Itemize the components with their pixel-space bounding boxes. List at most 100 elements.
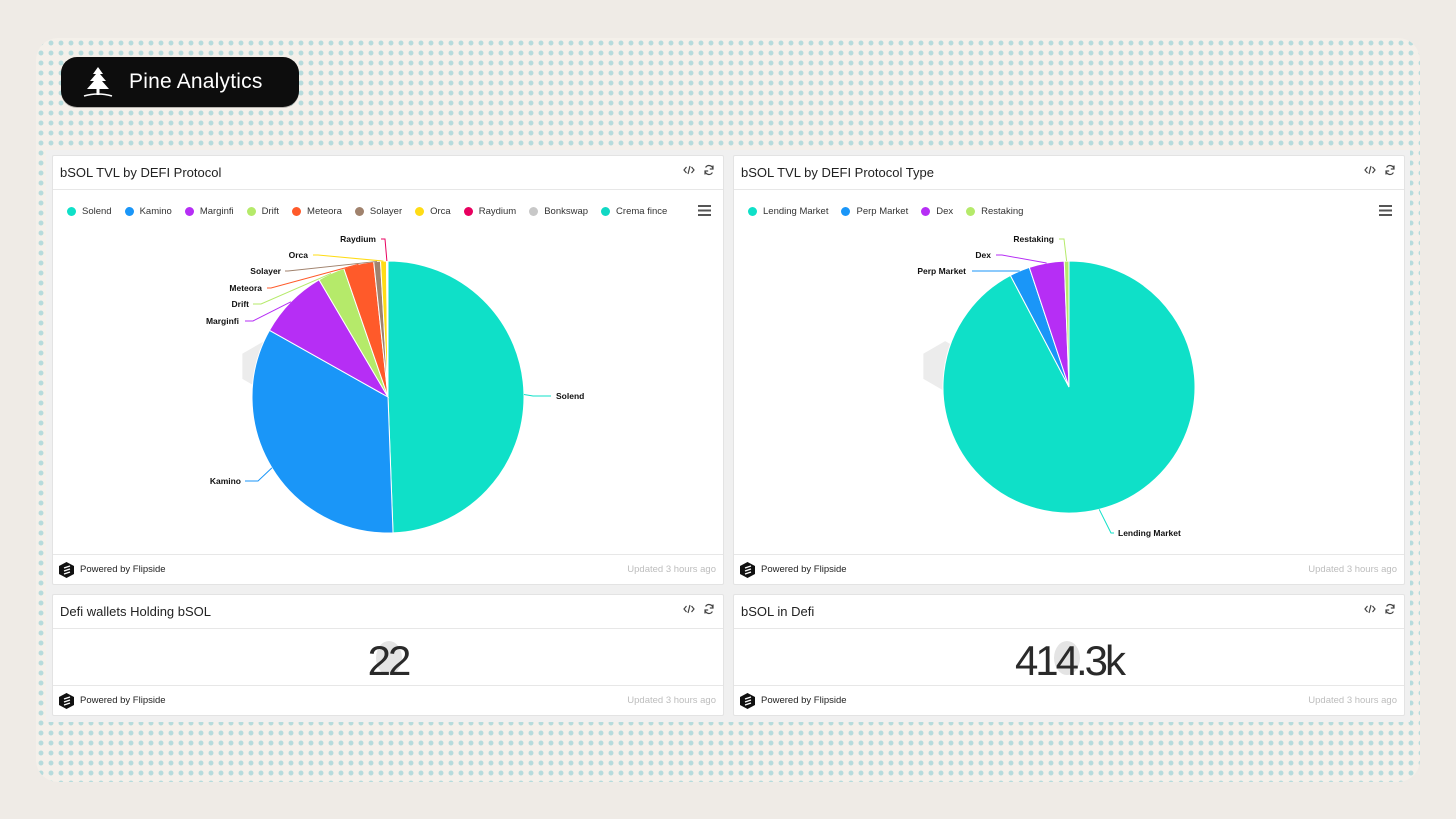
code-icon[interactable] [1364,164,1376,176]
legend-label: Perp Market [856,206,909,217]
legend-swatch [601,207,611,216]
legend-swatch [354,207,364,216]
refresh-icon[interactable] [1384,603,1396,615]
flipside-logo-icon [59,561,74,578]
pie-slice-solend[interactable] [387,260,525,534]
data-label-lending-market: Lending Market [1118,528,1181,538]
refresh-icon[interactable] [703,164,715,176]
card-footer: Powered by Flipside Updated 3 hours ago [734,554,1404,584]
legend-label: Dex [936,206,954,217]
label-connector-meteora [267,263,359,289]
refresh-icon[interactable] [1384,164,1396,176]
legend-item-bonkswap[interactable]: Bonkswap [529,206,588,217]
legend-label: Restaking [981,206,1024,217]
brand-name: Pine Analytics [129,70,263,93]
legend-label: Kamino [139,206,172,217]
powered-by-label[interactable]: Powered by Flipside [80,564,166,575]
legend-item-dex[interactable]: Dex [921,206,953,217]
label-connector-marginfi [245,301,292,322]
protocol-type-chart-card: bSOL TVL by DEFI Protocol Type Lending M… [733,155,1405,585]
data-label-perp-market: Perp Market [917,266,966,276]
defi-kpi-card: bSOL in Defi 414.3k Powered by Flipside … [733,594,1405,716]
legend-swatch [67,207,76,216]
legend-swatch [246,207,256,216]
card-title: bSOL TVL by DEFI Protocol [60,165,222,180]
refresh-icon[interactable] [703,603,715,615]
legend-item-crema-fince[interactable]: Crema fince [601,206,667,217]
label-connector-restaking [1059,238,1068,262]
label-connector-orca [313,254,384,262]
legend-swatch [921,207,931,216]
legend-item-marginfi[interactable]: Marginfi [184,206,234,217]
legend-item-solend[interactable]: Solend [67,206,112,217]
legend-label: Raydium [478,206,517,217]
data-label-meteora: Meteora [229,283,262,293]
hamburger-menu-icon[interactable] [1379,205,1392,216]
data-label-restaking: Restaking [1013,234,1054,244]
code-icon[interactable] [683,603,695,615]
updated-label: Updated 3 hours ago [1308,564,1397,575]
kpi-watermark [376,641,402,675]
protocol-chart-card: bSOL TVL by DEFI Protocol Solend Kamino Ma… [52,155,724,585]
data-label-solayer: Solayer [250,266,281,276]
legend-label: Lending Market [763,206,829,217]
data-label-drift: Drift [232,299,250,309]
card-title: Defi wallets Holding bSOL [60,604,212,619]
flipside-logo-icon [740,692,755,709]
legend-swatch [748,207,757,216]
legend-swatch [841,207,851,216]
label-connector-dex [996,254,1047,264]
chart-legend: Lending Market Perp Market Dex Restaking [748,206,1036,217]
legend-item-kamino[interactable]: Kamino [124,206,172,217]
legend-item-meteora[interactable]: Meteora [292,206,342,217]
card-title: bSOL in Defi [741,604,815,619]
legend-item-restaking[interactable]: Restaking [966,206,1023,217]
updated-label: Updated 3 hours ago [627,695,716,706]
legend-label: Marginfi [199,206,234,217]
legend-swatch [292,207,302,216]
hamburger-menu-icon[interactable] [698,205,711,216]
legend-item-drift[interactable]: Drift [246,206,280,217]
legend-item-solayer[interactable]: Solayer [354,206,403,217]
legend-item-perp-market[interactable]: Perp Market [841,206,908,217]
wallets-kpi-card: Defi wallets Holding bSOL 22 Powered by … [52,594,724,716]
label-connector-lending-market [1098,509,1114,534]
legend-swatch [184,207,194,216]
legend-swatch [529,207,539,216]
data-label-raydium: Raydium [340,234,376,244]
protocol-pie-chart: Solend Kamino Marginfi Drift Meteora Solayer O… [206,234,584,534]
protocol-type-pie-chart: Lending Market Perp Market Dex Restaking [917,234,1196,538]
card-header: bSOL TVL by DEFI Protocol Type [734,156,1404,190]
data-label-orca: Orca [289,250,309,260]
updated-label: Updated 3 hours ago [1308,695,1397,706]
data-label-solend: Solend [556,391,584,401]
powered-by-label[interactable]: Powered by Flipside [761,564,847,575]
powered-by-label[interactable]: Powered by Flipside [80,695,166,706]
legend-label: Drift [261,206,280,217]
legend-label: Crema fince [616,206,668,217]
flipside-logo-icon [59,692,74,709]
kpi-watermark [1054,641,1080,675]
legend-item-lending-market[interactable]: Lending Market [748,206,828,217]
legend-label: Solayer [369,206,403,217]
legend-swatch [124,207,134,216]
flipside-logo-icon [740,561,755,578]
pie-slice-restaking[interactable] [1063,260,1070,388]
chart-legend: Solend Kamino Marginfi Drift Meteora Solayer O… [67,206,680,217]
legend-swatch [966,207,976,216]
legend-label: Meteora [307,206,342,217]
updated-label: Updated 3 hours ago [627,564,716,575]
legend-item-orca[interactable]: Orca [415,206,451,217]
card-header: Defi wallets Holding bSOL [53,595,723,629]
powered-by-label[interactable]: Powered by Flipside [761,695,847,706]
code-icon[interactable] [683,164,695,176]
label-connector-drift [253,273,332,305]
brand-badge: Pine Analytics [61,57,299,107]
legend-label: Orca [430,206,451,217]
legend-item-raydium[interactable]: Raydium [463,206,517,217]
card-footer: Powered by Flipside Updated 3 hours ago [53,685,723,715]
data-label-dex: Dex [975,250,991,260]
legend-label: Solend [82,206,112,217]
code-icon[interactable] [1364,603,1376,615]
kpi-value: 414.3k [1014,637,1126,684]
